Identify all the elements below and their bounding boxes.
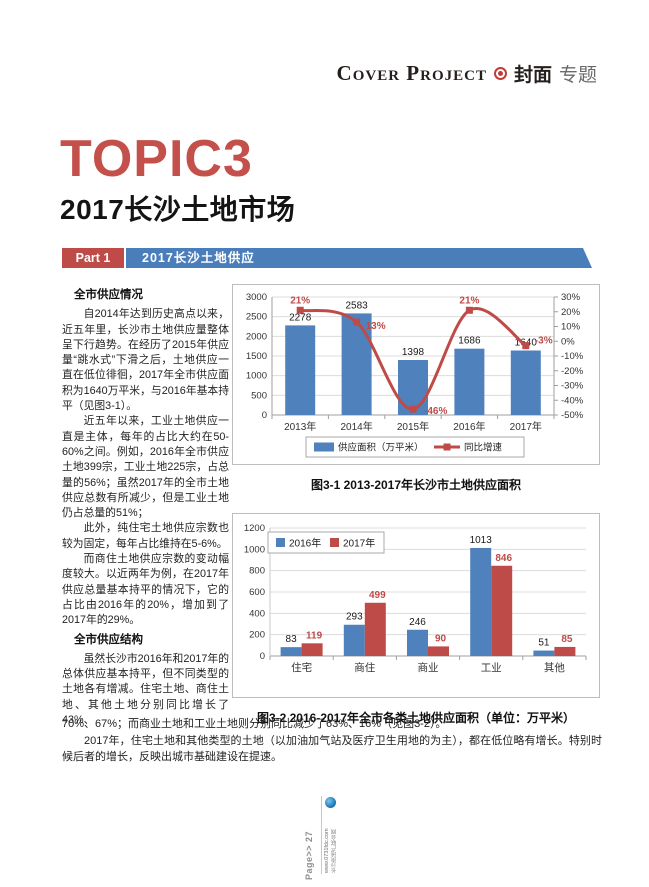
svg-text:200: 200	[249, 630, 265, 641]
svg-text:同比增速: 同比增速	[464, 442, 503, 454]
svg-text:3000: 3000	[246, 292, 267, 303]
svg-text:-50%: -50%	[561, 410, 584, 421]
header-title-en: Cover Project	[336, 61, 487, 85]
section-heading-supply-structure: 全市供应结构	[74, 633, 143, 646]
svg-text:1000: 1000	[246, 371, 267, 382]
svg-text:工业: 工业	[481, 662, 502, 674]
svg-text:293: 293	[346, 612, 363, 623]
topic-block: TOPIC3 2017长沙土地市场	[60, 133, 295, 228]
section-heading-supply-status: 全市供应情况	[74, 289, 143, 301]
svg-text:246: 246	[409, 617, 426, 628]
svg-text:1013: 1013	[470, 535, 493, 546]
svg-text:21%: 21%	[290, 295, 310, 306]
page-header: Cover Project 封面 专题	[337, 60, 597, 87]
svg-text:500: 500	[251, 390, 267, 401]
svg-text:846: 846	[495, 553, 512, 564]
chart-3-1-box: 0 500 1000 1500 2000 2500 3000 30% 20% 10% 0% -10% -…	[232, 284, 600, 465]
svg-text:0: 0	[260, 651, 265, 662]
site-slogan: 长沙房地产联合网	[331, 829, 338, 873]
target-dot-icon	[493, 67, 507, 80]
svg-text:1398: 1398	[402, 347, 425, 358]
chart-3-2-land-type-comparison: 0 200 400 600 800 1000 1200 83 119 住宅 293 499 商住 246 9…	[244, 523, 587, 674]
svg-text:2500: 2500	[246, 312, 267, 323]
paragraph: 此外，纯住宅土地供应宗数也较为固定，每年占比维持在5-6%。	[62, 522, 229, 550]
svg-text:供应面积（万平米）: 供应面积（万平米）	[338, 442, 424, 454]
svg-text:-3%: -3%	[535, 336, 553, 347]
svg-text:90: 90	[435, 633, 447, 644]
svg-text:2278: 2278	[289, 312, 312, 323]
svg-text:-46%: -46%	[424, 406, 447, 417]
svg-text:1500: 1500	[246, 351, 267, 362]
paragraph: 近五年以来，工业土地供应一直是主体，每年的占比大约在50-60%之间。例如，20…	[62, 415, 229, 520]
page-footer: Page>> 27 www.0731fdc.com 长沙房地产联合网	[304, 794, 344, 884]
article-left-column: 全市供应情况 自2014年达到历史高点以来，近五年里，长沙市土地供应量整体呈下行…	[62, 284, 229, 728]
chart-3-2-caption: 图3-2 2016-2017年全市各类土地供应面积（单位：万平米）	[256, 711, 576, 725]
paragraph-continuation: 70%、67%；而商业土地和工业土地则分别同比减少了63%、16%（见图3-2）…	[62, 718, 447, 730]
svg-text:51: 51	[538, 638, 550, 649]
svg-text:83: 83	[286, 634, 298, 645]
svg-text:2015年: 2015年	[397, 420, 429, 433]
site-logo-icon	[325, 797, 336, 808]
svg-text:1200: 1200	[244, 523, 265, 534]
svg-text:0: 0	[262, 410, 267, 421]
svg-text:400: 400	[249, 608, 265, 619]
header-title-zh: 封面	[513, 65, 552, 86]
svg-text:13%: 13%	[366, 321, 386, 332]
charts-column: 0 500 1000 1500 2000 2500 3000 30% 20% 10% 0% -10% -…	[232, 284, 600, 746]
svg-text:-20%: -20%	[561, 366, 584, 377]
svg-text:119: 119	[306, 630, 323, 641]
article-bottom-block: 70%、67%；而商业土地和工业土地则分别同比减少了63%、16%（见图3-2）…	[62, 716, 602, 766]
chart-3-2-box: 0 200 400 600 800 1000 1200 83 119 住宅 293 499 商住 246 9…	[232, 513, 600, 698]
svg-text:0%: 0%	[561, 336, 575, 347]
part-number-badge: Part 1	[62, 248, 126, 268]
svg-text:499: 499	[369, 590, 386, 601]
footer-divider	[321, 796, 322, 874]
svg-text:21%: 21%	[459, 295, 479, 306]
svg-text:住宅: 住宅	[291, 661, 312, 674]
page-number: Page>> 27	[304, 830, 314, 880]
paragraph: 虽然长沙市2016年和2017年的总体供应基本持平，但不同类型的土地各有增减。住…	[62, 652, 229, 727]
svg-text:-10%: -10%	[561, 351, 584, 362]
paragraph: 自2014年达到历史高点以来，近五年里，长沙市土地供应量整体呈下行趋势。在经历了…	[62, 308, 229, 413]
svg-text:2013年: 2013年	[284, 420, 316, 433]
svg-text:2014年: 2014年	[340, 420, 372, 433]
paragraph: 2017年，住宅土地和其他类型的土地（以加油加气站及医疗卫生用地的为主），都在低…	[62, 734, 602, 764]
svg-text:2017年: 2017年	[510, 420, 542, 433]
chart-3-1-caption: 图3-1 2013-2017年长沙市土地供应面积	[310, 478, 522, 492]
svg-text:2583: 2583	[345, 300, 368, 311]
svg-text:商业: 商业	[418, 661, 439, 674]
topic-title: TOPIC3	[60, 130, 253, 188]
part-banner: Part 1 2017长沙土地供应	[62, 248, 592, 268]
svg-text:-30%: -30%	[561, 381, 584, 392]
svg-text:2017年: 2017年	[343, 537, 375, 550]
svg-text:-40%: -40%	[561, 395, 584, 406]
svg-text:2016年: 2016年	[289, 537, 321, 550]
svg-text:85: 85	[561, 634, 573, 645]
header-subtitle-zh: 专题	[558, 65, 597, 86]
svg-text:600: 600	[249, 587, 265, 598]
footer-site-info: www.0731fdc.com 长沙房地产联合网	[324, 811, 339, 873]
svg-text:800: 800	[249, 566, 265, 577]
part-title: 2017长沙土地供应	[142, 251, 255, 265]
svg-text:1000: 1000	[244, 544, 265, 555]
svg-text:商住: 商住	[354, 661, 375, 674]
svg-text:2000: 2000	[246, 331, 267, 342]
svg-text:1686: 1686	[458, 336, 481, 347]
svg-text:其他: 其他	[544, 661, 565, 674]
svg-text:20%: 20%	[561, 307, 581, 318]
svg-text:30%: 30%	[561, 292, 581, 303]
topic-subtitle: 2017长沙土地市场	[60, 194, 296, 225]
svg-text:10%: 10%	[561, 322, 581, 333]
svg-text:2016年: 2016年	[453, 420, 485, 433]
paragraph: 而商住土地供应宗数的变动幅度较大。以近两年为例，在2017年供应总量基本持平的情…	[62, 553, 229, 627]
